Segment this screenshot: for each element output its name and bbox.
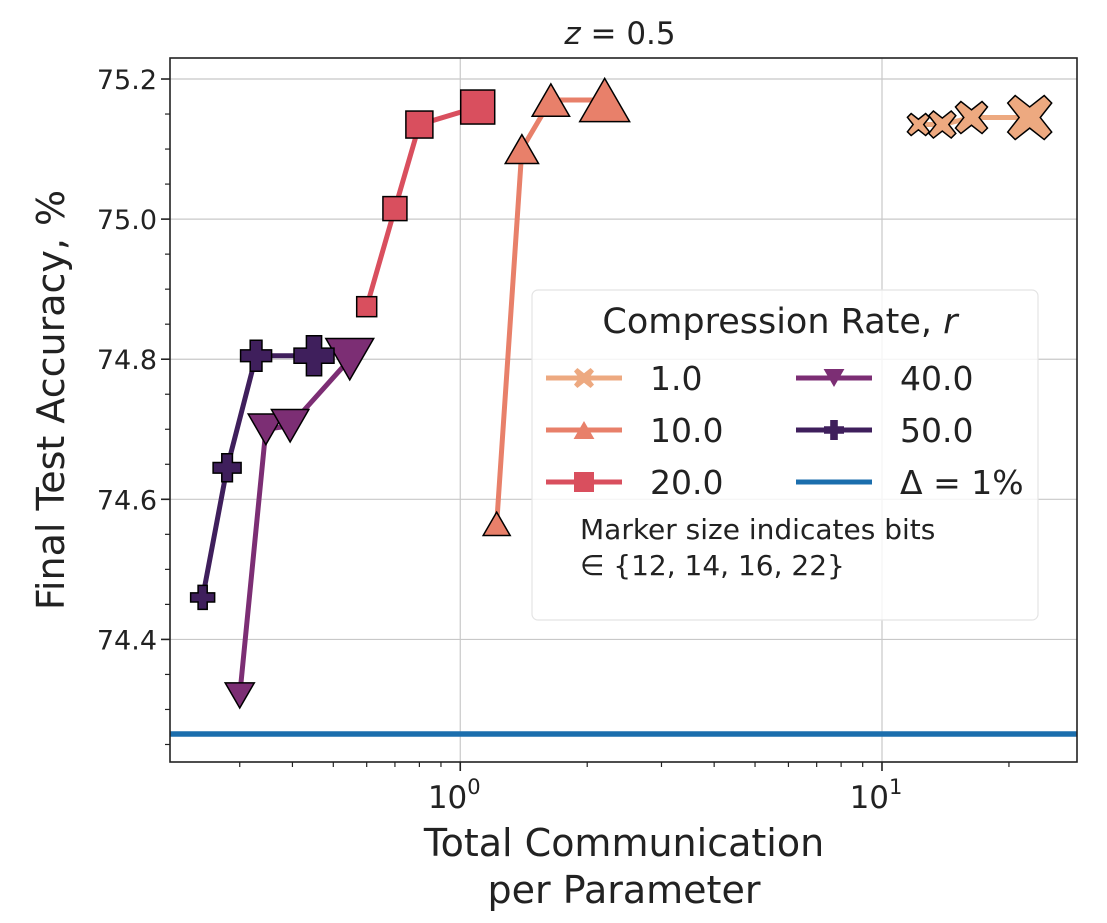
legend-swatch-marker	[824, 420, 844, 440]
y-tick-label: 75.2	[97, 65, 157, 96]
series-line	[364, 104, 479, 308]
legend-label: 50.0	[900, 411, 973, 450]
data-point	[246, 413, 285, 447]
legend-label: 10.0	[650, 411, 723, 450]
x-axis-label-line-1: Total Communication	[423, 821, 824, 865]
data-point	[270, 408, 311, 444]
y-tick-label: 74.6	[97, 485, 157, 516]
x-axis-label-line-2: per Parameter	[488, 868, 761, 912]
x-tick-base: 10	[850, 780, 889, 816]
legend-title: Compression Rate, r	[602, 302, 960, 342]
x-tick-exponent: 1	[889, 775, 902, 799]
plot-frame	[169, 57, 1078, 763]
data-point	[459, 89, 496, 125]
x-tick-label: 101	[850, 775, 903, 816]
data-point	[189, 584, 216, 611]
legend-swatch-marker	[573, 421, 595, 439]
legend-swatch-marker	[574, 368, 594, 388]
series-20.0	[355, 89, 496, 318]
legend-label: 40.0	[900, 359, 973, 398]
series-line	[237, 357, 352, 696]
legend-title-variable: r	[943, 302, 960, 342]
data-point	[293, 334, 335, 377]
data-point	[954, 100, 989, 135]
legend-item-50.0: 50.0	[796, 411, 973, 450]
data-point	[239, 339, 273, 372]
legend-item-20.0: 20.0	[546, 463, 723, 502]
y-tick-label: 74.8	[97, 345, 157, 376]
series-line	[200, 353, 315, 598]
legend-item-10.0: 10.0	[546, 411, 723, 450]
data-point	[223, 682, 256, 710]
data-point	[1006, 94, 1053, 141]
series-40.0	[223, 337, 375, 710]
series-1.0	[906, 94, 1053, 141]
series-10.0	[481, 76, 631, 537]
y-axis-label: Final Test Accuracy, %	[29, 190, 73, 610]
x-tick-exponent: 0	[467, 775, 480, 799]
chart-title: z = 0.5	[563, 16, 675, 52]
legend-title-text: Compression Rate,	[602, 302, 943, 342]
series-line	[918, 115, 1030, 128]
title-variable: z	[563, 16, 581, 52]
series-group	[189, 76, 1053, 710]
y-tick-label: 75.0	[97, 205, 157, 236]
legend-label: Δ = 1%	[900, 463, 1024, 502]
legend-note-line: Marker size indicates bits	[580, 513, 935, 546]
legend-swatch-marker	[574, 472, 594, 492]
data-point	[481, 510, 512, 537]
legend-label: 1.0	[650, 359, 702, 398]
data-point	[530, 82, 571, 117]
legend-item-40.0: 40.0	[796, 359, 973, 398]
legend-swatch-marker	[823, 369, 845, 387]
data-point	[382, 195, 408, 222]
data-point	[355, 295, 378, 318]
data-point	[212, 453, 242, 483]
legend-item-1.0: 1.0	[546, 359, 702, 398]
legend-note-line: ∈ {12, 14, 16, 22}	[580, 549, 845, 582]
x-tick-label: 100	[428, 775, 481, 816]
legend-item-reference: Δ = 1%	[796, 463, 1024, 502]
legend-box	[531, 289, 1039, 621]
data-point	[927, 110, 957, 140]
y-tick-label: 74.4	[97, 625, 157, 656]
series-50.0	[189, 334, 335, 611]
title-value: = 0.5	[581, 16, 676, 52]
data-point	[578, 76, 631, 123]
legend-label: 20.0	[650, 463, 723, 502]
data-point	[405, 110, 434, 139]
data-point	[503, 133, 540, 165]
series-line	[494, 97, 605, 524]
legend: Compression Rate, r 1.0 10.0 20.0 40.0 50.0 Δ …	[531, 289, 1039, 621]
x-tick-base: 10	[428, 780, 467, 816]
data-point	[324, 337, 375, 382]
